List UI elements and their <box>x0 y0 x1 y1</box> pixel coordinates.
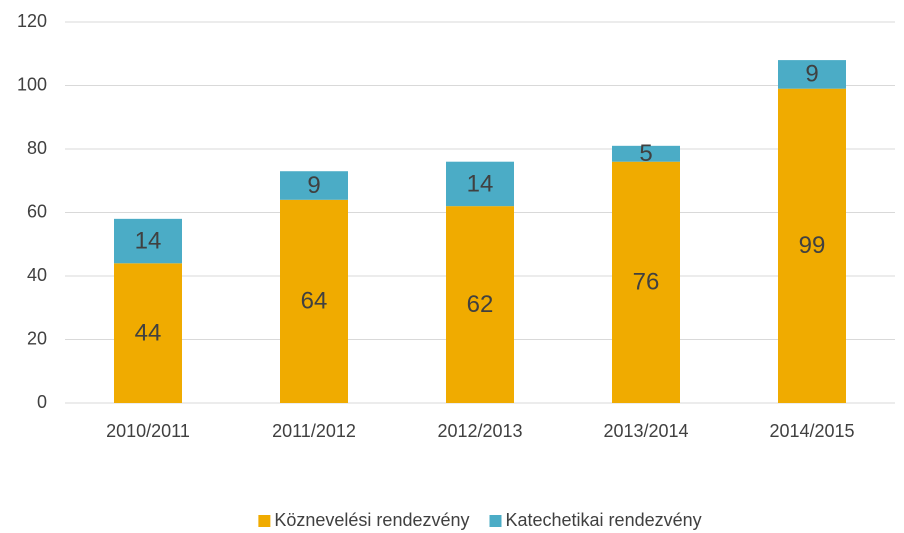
y-tick-label: 40 <box>27 265 47 285</box>
data-label: 9 <box>805 61 818 88</box>
bar-segment <box>446 206 514 403</box>
legend-swatch <box>258 515 271 527</box>
y-tick-label: 0 <box>37 392 47 412</box>
data-label: 14 <box>467 170 494 197</box>
bar-segment <box>280 171 348 200</box>
x-tick-label: 2013/2014 <box>603 421 688 441</box>
bar-segment <box>612 145 680 162</box>
bar-segment <box>280 199 348 403</box>
data-label: 14 <box>135 227 162 254</box>
data-label: 64 <box>301 288 328 315</box>
x-tick-label: 2010/2011 <box>106 421 190 441</box>
data-label: 9 <box>307 172 320 199</box>
y-tick-label: 80 <box>27 138 47 158</box>
data-label: 62 <box>467 291 494 318</box>
data-label: 5 <box>639 140 652 167</box>
bar-segment <box>446 161 514 207</box>
bar-segment <box>612 161 680 403</box>
data-label: 44 <box>135 319 162 346</box>
bar-segment <box>114 263 182 403</box>
x-tick-label: 2011/2012 <box>272 421 356 441</box>
x-tick-label: 2012/2013 <box>437 421 522 441</box>
y-tick-label: 120 <box>17 11 47 31</box>
legend-label: Katechetikai rendezvény <box>506 510 702 530</box>
bar-segment <box>778 60 846 89</box>
y-tick-label: 100 <box>17 74 47 94</box>
legend-label: Köznevelési rendezvény <box>274 510 469 530</box>
y-tick-label: 20 <box>27 328 47 348</box>
legend-swatch <box>489 515 502 527</box>
data-label: 99 <box>799 232 826 259</box>
data-label: 76 <box>633 269 660 296</box>
bar-segment <box>114 218 182 264</box>
bar-segment <box>778 88 846 404</box>
x-tick-label: 2014/2015 <box>769 421 854 441</box>
y-tick-label: 60 <box>27 201 47 221</box>
